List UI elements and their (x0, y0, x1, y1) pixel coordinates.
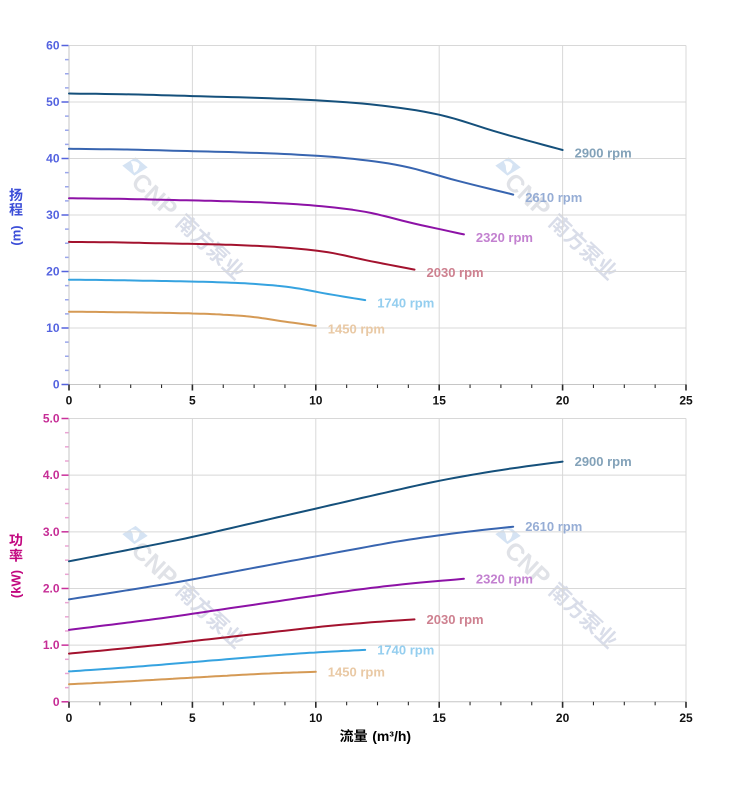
svg-text:3.0: 3.0 (43, 525, 60, 539)
svg-text:0: 0 (53, 695, 60, 709)
svg-text:1740 rpm: 1740 rpm (377, 296, 434, 311)
svg-text:25: 25 (679, 711, 693, 725)
svg-text:20: 20 (556, 711, 570, 725)
svg-text:5: 5 (189, 394, 196, 408)
svg-text:2320 rpm: 2320 rpm (476, 571, 533, 586)
svg-text:1740 rpm: 1740 rpm (377, 642, 434, 657)
svg-text:0: 0 (66, 711, 73, 725)
svg-text:2320 rpm: 2320 rpm (476, 230, 533, 245)
svg-text:2610 rpm: 2610 rpm (525, 519, 582, 534)
svg-text:0: 0 (53, 378, 60, 392)
svg-text:40: 40 (46, 152, 60, 166)
svg-text:0: 0 (66, 394, 73, 408)
svg-text:4.0: 4.0 (43, 468, 60, 482)
svg-text:25: 25 (679, 394, 693, 408)
svg-text:5: 5 (189, 711, 196, 725)
svg-text:5.0: 5.0 (43, 412, 60, 426)
svg-text:15: 15 (433, 394, 447, 408)
svg-text:(kW): (kW) (9, 570, 24, 598)
svg-text:20: 20 (46, 265, 60, 279)
svg-text:20: 20 (556, 394, 570, 408)
svg-text:2030 rpm: 2030 rpm (427, 612, 484, 627)
svg-text:2.0: 2.0 (43, 582, 60, 596)
svg-text:2900 rpm: 2900 rpm (575, 454, 632, 469)
svg-text:10: 10 (309, 394, 323, 408)
svg-text:15: 15 (433, 711, 447, 725)
svg-text:(m): (m) (9, 225, 24, 245)
svg-text:2610 rpm: 2610 rpm (525, 190, 582, 205)
svg-text:1.0: 1.0 (43, 638, 60, 652)
svg-text:50: 50 (46, 95, 60, 109)
svg-text:2900 rpm: 2900 rpm (575, 146, 632, 161)
svg-text:1450 rpm: 1450 rpm (328, 664, 385, 679)
svg-text:2030 rpm: 2030 rpm (427, 265, 484, 280)
svg-text:60: 60 (46, 39, 60, 53)
svg-text:(m³/h): (m³/h) (372, 728, 411, 744)
svg-text:30: 30 (46, 208, 60, 222)
svg-text:10: 10 (46, 321, 60, 335)
svg-text:1450 rpm: 1450 rpm (328, 321, 385, 336)
svg-text:10: 10 (309, 711, 323, 725)
